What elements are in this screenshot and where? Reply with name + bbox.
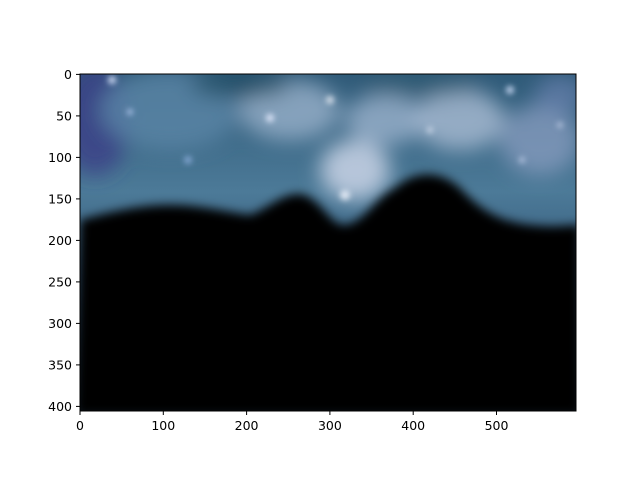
image-content — [80, 74, 576, 411]
x-tick-label: 0 — [76, 418, 84, 433]
x-tick-label: 100 — [151, 418, 175, 433]
y-tick-label: 0 — [64, 67, 72, 82]
sky-stars — [108, 76, 563, 200]
y-tick-label: 300 — [48, 316, 72, 331]
hill-silhouette — [80, 174, 576, 411]
x-tick-label: 300 — [318, 418, 342, 433]
sky-glow — [80, 74, 576, 200]
y-tick-label: 150 — [48, 191, 72, 206]
x-axis: 0 100 200 300 400 500 — [76, 411, 508, 433]
y-axis: 0 50 100 150 200 250 300 350 400 — [48, 67, 80, 414]
y-tick-label: 400 — [48, 399, 72, 414]
x-tick-label: 500 — [485, 418, 509, 433]
y-tick-label: 350 — [48, 357, 72, 372]
axes-frame — [79, 73, 577, 412]
y-tick-label: 250 — [48, 274, 72, 289]
y-tick-label: 100 — [48, 150, 72, 165]
x-tick-label: 200 — [235, 418, 259, 433]
y-tick-label: 200 — [48, 233, 72, 248]
y-tick-label: 50 — [56, 108, 72, 123]
x-tick-label: 400 — [401, 418, 425, 433]
